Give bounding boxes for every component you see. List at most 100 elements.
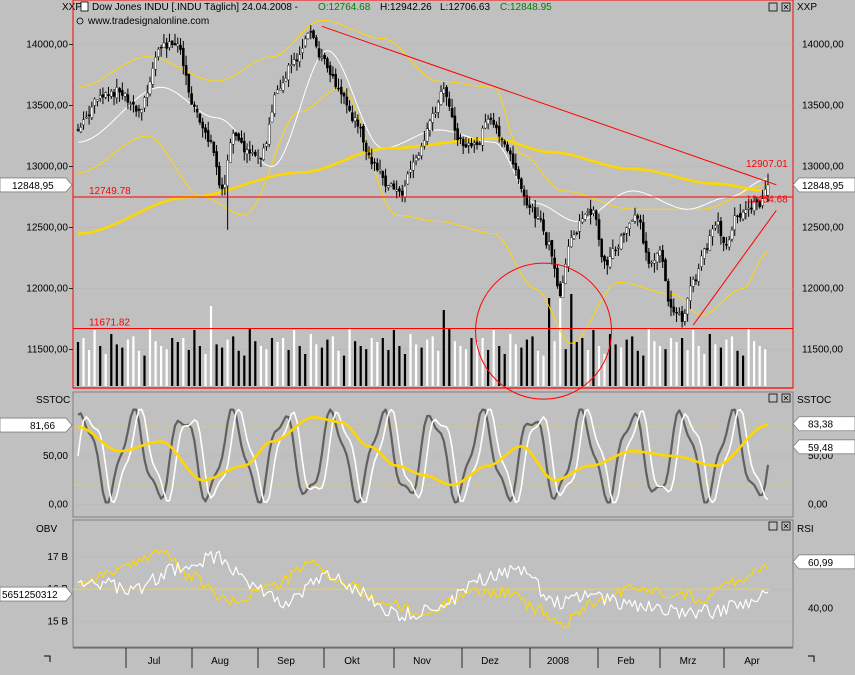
candle-body [259, 158, 263, 160]
volume-bar [525, 339, 528, 386]
candle-body [123, 92, 127, 97]
candle-body [575, 232, 579, 235]
x-tick-label: Mrz [680, 656, 697, 667]
stoch-title: SSTOC [36, 395, 70, 406]
candle-body [215, 151, 218, 168]
volume-bar [498, 346, 501, 386]
candle-body [181, 47, 185, 66]
stoch-value-right-label-1: 83,38 [808, 420, 833, 431]
candle-body [711, 228, 714, 237]
volume-bar [653, 341, 656, 386]
candle-body [134, 105, 138, 112]
candle-body [730, 229, 734, 240]
stoch-panel-controls[interactable] [768, 393, 791, 403]
candle-body [323, 55, 326, 60]
volume-bar [171, 338, 174, 386]
highlight-circle [475, 262, 613, 400]
candle-body [165, 42, 169, 49]
candle-body [229, 142, 232, 163]
resize-corner-left-icon[interactable] [44, 655, 51, 662]
candle-body [606, 259, 609, 266]
maximize-icon[interactable] [768, 2, 778, 12]
maximize-icon[interactable] [768, 521, 778, 531]
volume-bar [232, 336, 235, 386]
close-icon[interactable] [781, 521, 791, 531]
price-tick-left: 12000,00 [26, 283, 68, 294]
candle-body [644, 240, 648, 253]
candle-body [708, 235, 712, 251]
candle-body [561, 282, 565, 298]
candle-body [752, 201, 756, 211]
candle-body [312, 30, 315, 38]
volume-bar [143, 355, 146, 386]
resize-corner-right-icon[interactable] [808, 655, 815, 662]
candle-body [82, 119, 85, 126]
candle-body [500, 138, 504, 141]
candle-body [331, 74, 335, 77]
candle-body [736, 215, 739, 217]
obv-line [78, 549, 769, 629]
bollinger-lower-line [77, 86, 769, 344]
last-value-left-box [0, 177, 73, 193]
volume-bar [381, 338, 384, 386]
volume-bar [237, 350, 240, 386]
x-tick-label: 2008 [547, 656, 570, 667]
volume-bar [464, 349, 468, 386]
header-right-label: XXP [797, 2, 817, 13]
candle-body [741, 212, 745, 220]
candle-body [126, 94, 130, 103]
volume-bar [725, 339, 728, 386]
stoch-tick-left: 50,00 [43, 451, 68, 462]
stoch-value-right-box-2 [792, 439, 855, 455]
volume-bar [592, 330, 595, 386]
volume-bar [331, 336, 334, 386]
price-tick-right: 13000,00 [802, 162, 844, 173]
volume-bar [165, 349, 168, 386]
candle-body [284, 78, 288, 82]
volume-bar [442, 310, 445, 386]
candle-body [143, 97, 146, 109]
x-tick-label: Jul [148, 656, 161, 667]
volume-bar [719, 347, 722, 386]
chart-symbol-icon [80, 1, 89, 12]
candle-body [184, 65, 188, 76]
candle-body [423, 140, 426, 147]
volume-bar [293, 330, 296, 386]
volume-bars [76, 286, 767, 386]
candle-body [564, 264, 567, 284]
volume-bar [647, 328, 650, 386]
candle-body [273, 94, 277, 114]
candle-body [739, 213, 742, 218]
obv-panel-controls[interactable] [768, 521, 791, 531]
stoch-lines [77, 408, 770, 504]
candle-body [398, 188, 401, 192]
volume-bar [736, 350, 739, 386]
maximize-icon[interactable] [768, 393, 778, 403]
candle-body [298, 54, 302, 62]
close-cross-icon [783, 4, 789, 10]
candle-body [536, 216, 540, 219]
volume-bar [160, 346, 163, 386]
candle-body [495, 124, 498, 129]
volume-bar [570, 294, 573, 386]
candle-body [190, 93, 193, 105]
candle-body [556, 268, 559, 287]
candle-body [362, 125, 365, 143]
volume-bar [487, 350, 490, 386]
candle-body [689, 285, 692, 301]
candle-body [306, 33, 310, 39]
candle-body [395, 189, 399, 192]
volume-bar [614, 344, 617, 386]
price-tick-left: 13500,00 [26, 101, 68, 112]
candle-body [287, 65, 290, 81]
volume-bar [603, 354, 606, 386]
candle-body [744, 209, 748, 214]
price-panel-controls[interactable] [768, 2, 791, 12]
volume-bar [270, 338, 274, 386]
source-label: www.tradesignalonline.com [87, 16, 209, 27]
close-icon[interactable] [781, 393, 791, 403]
close-icon[interactable] [781, 2, 791, 12]
candle-body [151, 68, 155, 85]
candle-body [622, 233, 626, 236]
volume-bar [459, 346, 462, 386]
